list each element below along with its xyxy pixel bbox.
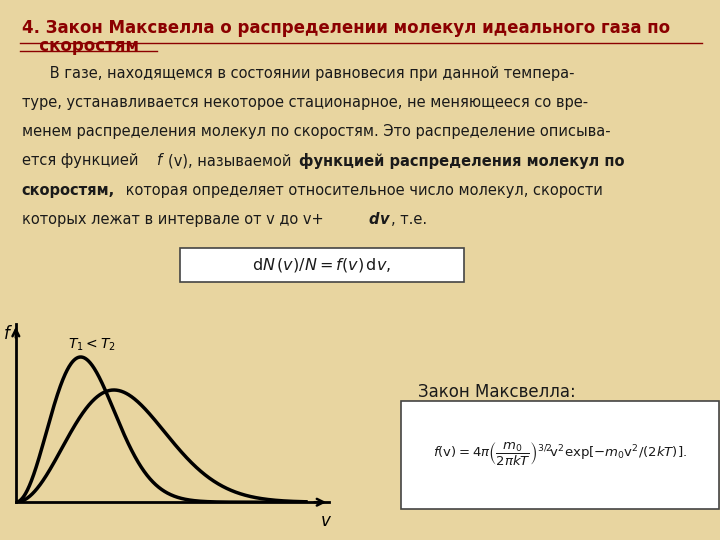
- Text: $\mathrm{d}N\,(v)/N = f(v)\,\mathrm{d}v,$: $\mathrm{d}N\,(v)/N = f(v)\,\mathrm{d}v,…: [252, 256, 392, 274]
- Text: В газе, находящемся в состоянии равновесия при данной темпера-: В газе, находящемся в состоянии равновес…: [22, 66, 574, 81]
- Text: ется функцией: ется функцией: [22, 153, 143, 168]
- Text: 4. Закон Максвелла о распределении молекул идеального газа по: 4. Закон Максвелла о распределении молек…: [22, 19, 670, 37]
- Text: скоростям: скоростям: [22, 37, 138, 55]
- Text: v: v: [379, 212, 389, 227]
- Text: $T_1 < T_2$: $T_1 < T_2$: [68, 337, 116, 353]
- Text: , т.е.: , т.е.: [391, 212, 427, 227]
- Text: f: f: [4, 325, 10, 343]
- FancyBboxPatch shape: [180, 248, 464, 282]
- Text: f: f: [157, 153, 162, 168]
- Text: v: v: [321, 512, 331, 530]
- Text: которых лежат в интервале от v до v+: которых лежат в интервале от v до v+: [22, 212, 323, 227]
- Text: Закон Максвелла:: Закон Максвелла:: [418, 383, 575, 401]
- Text: менем распределения молекул по скоростям. Это распределение описыва-: менем распределения молекул по скоростям…: [22, 124, 611, 139]
- Text: функцией распределения молекул по: функцией распределения молекул по: [299, 153, 624, 170]
- Text: d: d: [369, 212, 379, 227]
- Text: (v), называемой: (v), называемой: [168, 153, 296, 168]
- Text: $f(\mathrm{v}) = 4\pi \left(\dfrac{m_0}{2\pi kT}\right)^{3/2}\!\mathrm{v}^2 \exp: $f(\mathrm{v}) = 4\pi \left(\dfrac{m_0}{…: [433, 441, 687, 468]
- Text: которая определяет относительное число молекул, скорости: которая определяет относительное число м…: [121, 183, 603, 198]
- Text: скоростям,: скоростям,: [22, 183, 115, 198]
- Text: туре, устанавливается некоторое стационарное, не меняющееся со вре-: туре, устанавливается некоторое стациона…: [22, 95, 588, 110]
- FancyBboxPatch shape: [401, 401, 719, 509]
